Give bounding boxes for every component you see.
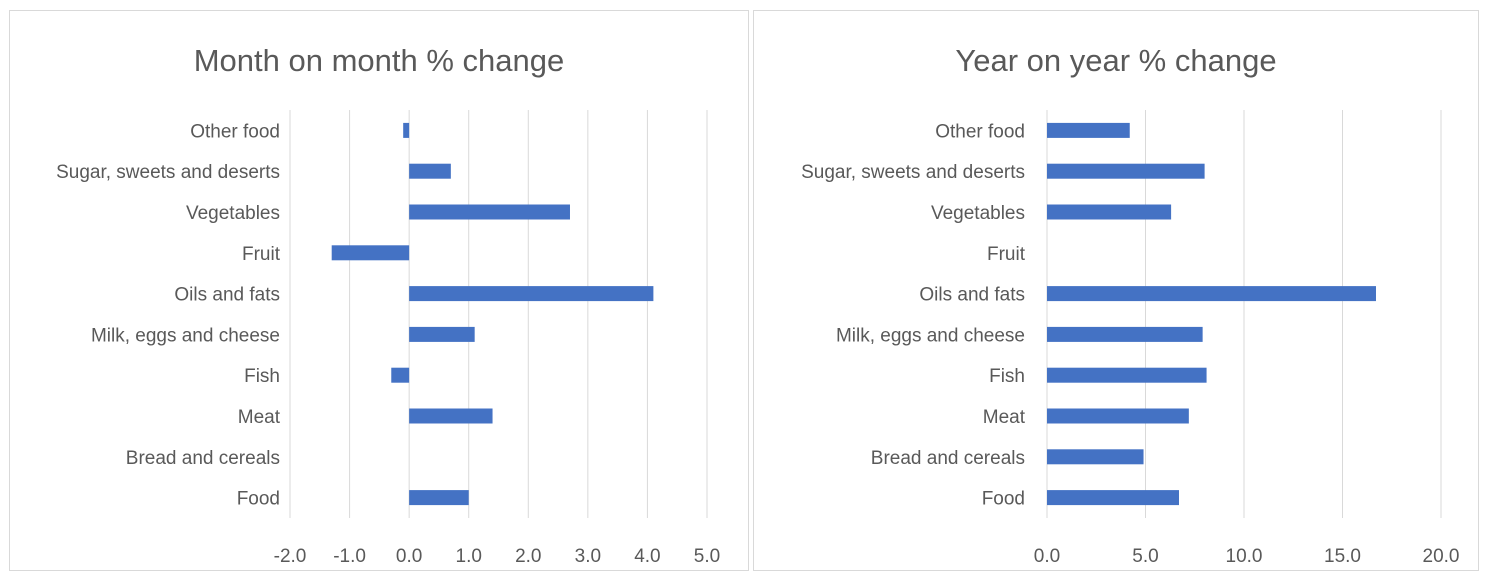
category-label: Meat bbox=[238, 407, 281, 428]
x-tick-label: 15.0 bbox=[1324, 546, 1361, 567]
category-label: Fish bbox=[244, 366, 280, 387]
category-label: Vegetables bbox=[931, 203, 1025, 224]
category-label: Food bbox=[982, 489, 1025, 510]
bar bbox=[1047, 286, 1376, 302]
bar bbox=[1047, 367, 1207, 383]
x-tick-label: 4.0 bbox=[634, 546, 660, 567]
bar bbox=[391, 367, 410, 383]
bar bbox=[1047, 326, 1203, 342]
x-tick-label: 0.0 bbox=[396, 546, 422, 567]
bar bbox=[1047, 204, 1172, 220]
category-label: Oils and fats bbox=[174, 285, 280, 306]
bar bbox=[409, 490, 469, 506]
category-label: Food bbox=[237, 489, 280, 510]
chart-panel-month-on-month: Month on month % change -2.0 -1.0 0.0 1.0 2.… bbox=[9, 10, 749, 571]
category-label: Fish bbox=[989, 366, 1025, 387]
category-label: Milk, eggs and cheese bbox=[836, 325, 1025, 346]
x-tick-label: -1.0 bbox=[333, 546, 366, 567]
category-label: Other food bbox=[935, 121, 1025, 142]
x-tick-label: 20.0 bbox=[1423, 546, 1460, 567]
bar bbox=[1047, 122, 1130, 138]
category-label: Meat bbox=[983, 407, 1026, 428]
bar bbox=[409, 163, 451, 179]
category-label: Sugar, sweets and deserts bbox=[56, 162, 280, 183]
bar bbox=[409, 326, 475, 342]
x-tick-label: 3.0 bbox=[575, 546, 601, 567]
x-tick-label: 5.0 bbox=[1132, 546, 1158, 567]
category-label: Fruit bbox=[987, 244, 1026, 265]
category-label: Fruit bbox=[242, 244, 281, 265]
bar bbox=[331, 245, 410, 261]
chart-panel-year-on-year: Year on year % change 0.0 5.0 10.0 15.0 20.0… bbox=[753, 10, 1479, 571]
bar bbox=[1047, 163, 1205, 179]
bar-chart-month-on-month: -2.0 -1.0 0.0 1.0 2.0 3.0 4.0 5.0 Food Bread and … bbox=[56, 110, 720, 567]
category-label: Sugar, sweets and deserts bbox=[801, 162, 1025, 183]
bar-chart-year-on-year: 0.0 5.0 10.0 15.0 20.0 Food Bread and cereals M… bbox=[801, 110, 1460, 567]
x-tick-label: -2.0 bbox=[274, 546, 307, 567]
x-tick-label: 10.0 bbox=[1226, 546, 1263, 567]
bar bbox=[403, 122, 410, 138]
category-label: Other food bbox=[190, 121, 280, 142]
x-tick-label: 5.0 bbox=[694, 546, 720, 567]
chart-title: Month on month % change bbox=[193, 43, 565, 78]
chart-title: Year on year % change bbox=[955, 43, 1277, 78]
bar bbox=[409, 286, 654, 302]
category-label: Vegetables bbox=[186, 203, 280, 224]
category-label: Bread and cereals bbox=[126, 448, 280, 469]
category-label: Oils and fats bbox=[919, 285, 1025, 306]
category-label: Milk, eggs and cheese bbox=[91, 325, 280, 346]
x-tick-label: 0.0 bbox=[1034, 546, 1060, 567]
bar bbox=[1047, 449, 1144, 465]
x-tick-label: 2.0 bbox=[515, 546, 541, 567]
x-tick-label: 1.0 bbox=[456, 546, 482, 567]
category-label: Bread and cereals bbox=[871, 448, 1025, 469]
bar bbox=[1047, 490, 1179, 506]
bar bbox=[409, 204, 570, 220]
bar bbox=[1047, 408, 1189, 424]
bar bbox=[409, 408, 493, 424]
